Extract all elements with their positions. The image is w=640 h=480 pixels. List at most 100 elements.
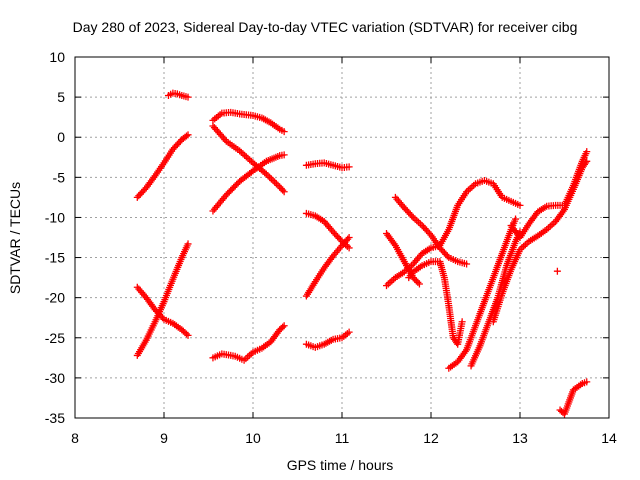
- data-point: [345, 234, 353, 241]
- y-tick-label: 10: [49, 49, 65, 65]
- data-point: [280, 188, 288, 196]
- y-tick-label: -20: [45, 290, 65, 306]
- data-point: [237, 148, 245, 156]
- data-point: [337, 236, 345, 244]
- y-tick-label: -35: [45, 410, 65, 426]
- data-point: [236, 147, 244, 155]
- data-point: [443, 252, 451, 260]
- series-arc16: [405, 258, 466, 348]
- data-point: [583, 157, 591, 165]
- chart-title: Day 280 of 2023, Sidereal Day-to-day VTE…: [73, 19, 578, 35]
- data-point: [184, 240, 192, 248]
- data-point: [383, 282, 390, 290]
- data-point: [242, 153, 250, 161]
- series-arc18: [467, 228, 524, 370]
- data-point: [279, 186, 287, 194]
- data-point: [413, 217, 421, 225]
- grid-lines: [75, 57, 609, 418]
- data-point: [239, 150, 247, 158]
- data-point: [408, 212, 416, 220]
- y-tick-label: -30: [45, 370, 65, 386]
- data-point: [520, 242, 528, 250]
- data-point: [548, 221, 556, 229]
- data-point: [414, 278, 422, 286]
- data-point: [345, 328, 353, 336]
- data-point: [279, 323, 287, 331]
- x-axis-label: GPS time / hours: [287, 457, 394, 473]
- y-tick-label: -15: [45, 250, 65, 266]
- data-point: [583, 378, 591, 386]
- x-tick-label: 13: [512, 430, 528, 446]
- data-point: [241, 151, 249, 159]
- data-point: [262, 170, 270, 178]
- series-arc12: [302, 328, 353, 351]
- data-point: [415, 280, 423, 288]
- data-point: [411, 275, 419, 283]
- series-arc9: [302, 159, 353, 172]
- data-point: [272, 180, 280, 188]
- series-arc20: [489, 157, 591, 326]
- data-point: [266, 173, 274, 181]
- data-point: [184, 131, 192, 139]
- x-tick-label: 8: [71, 430, 79, 446]
- series-arc4: [133, 283, 192, 339]
- y-tick-labels: -35 -30 -25 -20 -15 -10 -5 0 5 10: [45, 49, 65, 426]
- data-point: [182, 330, 190, 338]
- data-point: [267, 175, 275, 183]
- data-point: [242, 355, 250, 363]
- data-point: [345, 163, 353, 171]
- data-point: [246, 156, 254, 164]
- data-point: [184, 93, 192, 101]
- series-arc3: [133, 240, 192, 359]
- series-arc14: [383, 177, 524, 290]
- data-point: [466, 185, 474, 193]
- x-tick-label: 9: [160, 430, 168, 446]
- data-point: [184, 331, 192, 339]
- series-arc11: [302, 234, 353, 300]
- x-tick-label: 10: [245, 430, 261, 446]
- data-point: [280, 151, 288, 159]
- series-arc5: [209, 108, 288, 136]
- plot-frame: [74, 56, 610, 419]
- y-tick-label: -10: [45, 209, 65, 225]
- series-arc7: [209, 151, 288, 215]
- series-arc8: [209, 322, 288, 364]
- y-tick-label: -25: [45, 330, 65, 346]
- data-point: [583, 148, 591, 156]
- data-point: [582, 159, 590, 167]
- data-point: [245, 351, 253, 359]
- y-tick-label: 5: [57, 89, 65, 105]
- data-point: [384, 280, 392, 288]
- series-arc21: [556, 378, 591, 418]
- x-tick-label: 12: [423, 430, 439, 446]
- x-tick-label: 11: [335, 430, 350, 446]
- data-point: [411, 215, 419, 223]
- series-arc1: [133, 131, 192, 201]
- data-point: [546, 222, 554, 230]
- data-point: [386, 278, 394, 286]
- data-point: [415, 218, 423, 226]
- data-point: [463, 260, 471, 268]
- data-point: [345, 244, 353, 252]
- data-point: [274, 181, 282, 189]
- data-point: [271, 178, 279, 186]
- data-point: [182, 132, 190, 140]
- data-point: [458, 318, 466, 326]
- x-tick-label: 14: [601, 430, 617, 446]
- data-point: [416, 220, 424, 228]
- data-point: [159, 314, 167, 322]
- data-point: [388, 277, 396, 285]
- data-point: [553, 267, 561, 275]
- y-tick-label: 0: [57, 129, 65, 145]
- series-arc17: [445, 215, 520, 372]
- x-tick-labels: 8 9 10 11 12 13 14: [71, 430, 617, 446]
- series-arc15: [391, 193, 471, 268]
- data-point: [280, 128, 288, 136]
- series-arc2: [164, 89, 192, 101]
- series-arc10: [302, 209, 353, 252]
- series-outlier: [553, 267, 561, 275]
- data-points: [133, 89, 591, 418]
- data-point: [247, 168, 255, 176]
- data-point: [521, 241, 529, 249]
- data-point: [516, 201, 524, 209]
